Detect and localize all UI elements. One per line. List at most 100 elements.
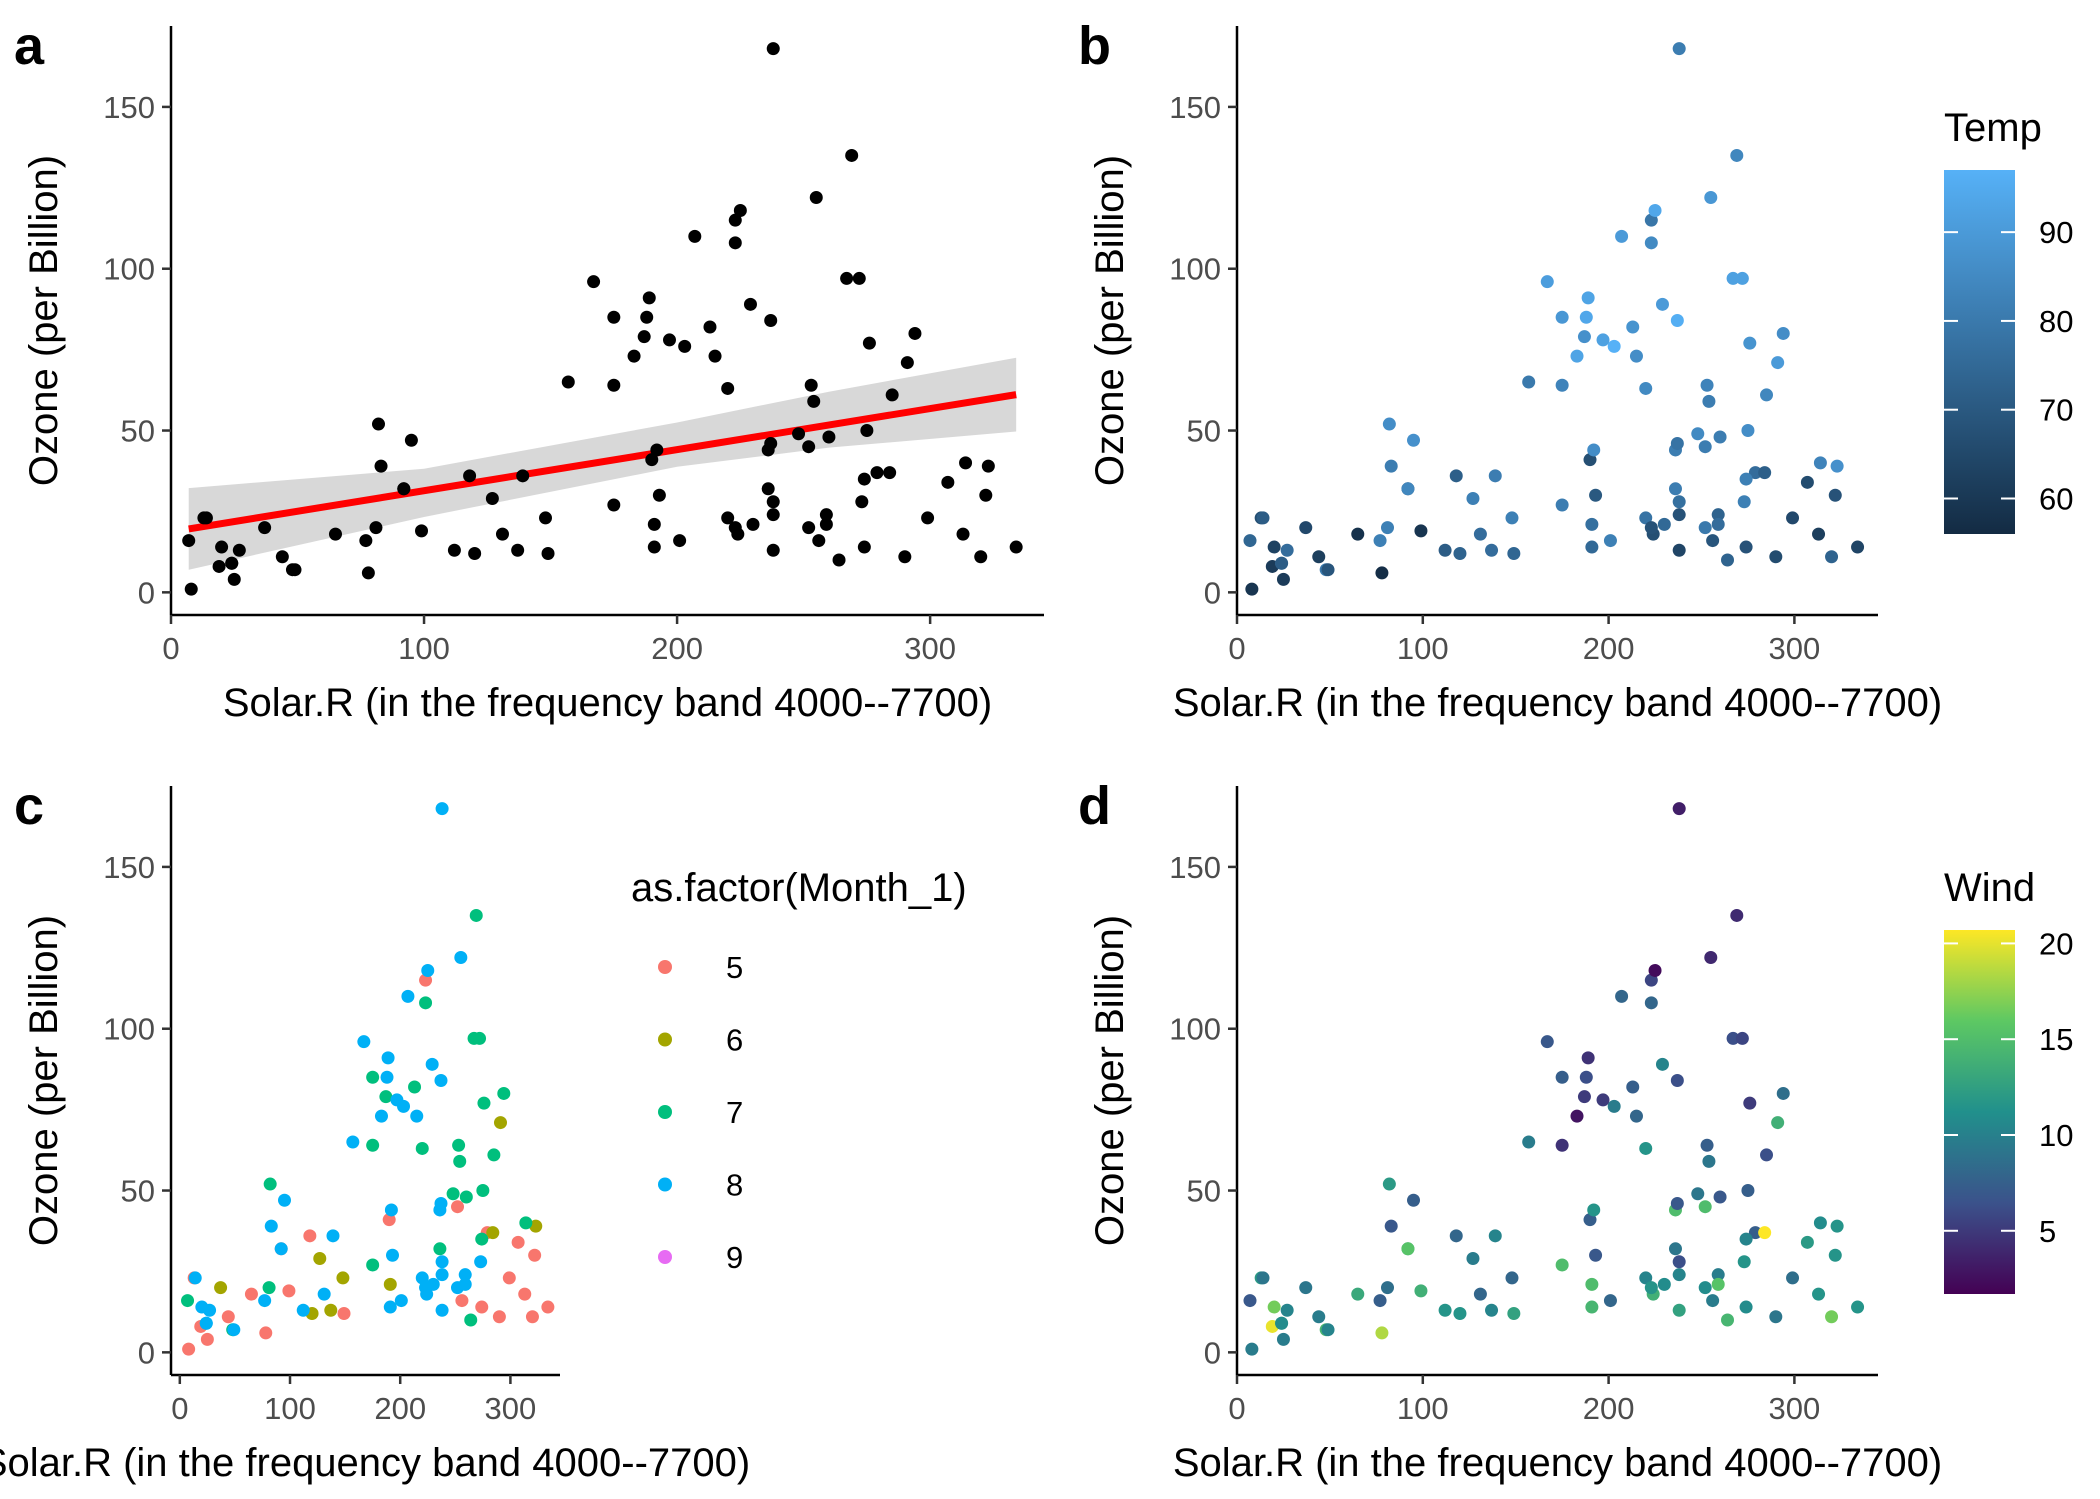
y-tick-label: 150 [103,850,155,885]
data-point [1585,1277,1599,1291]
data-point [502,1271,516,1285]
data-point [264,1219,278,1233]
data-point [477,1096,491,1110]
data-point [1706,1294,1720,1308]
data-point [419,996,433,1010]
data-point [812,534,826,548]
data-point [1382,1177,1396,1191]
x-tick-label: 300 [904,631,956,666]
data-point [1644,996,1658,1010]
data-point [458,1268,472,1282]
data-point [1672,543,1686,557]
data-point [832,553,846,567]
data-point [195,1300,209,1314]
data-point [1485,1303,1499,1317]
y-tick-label: 100 [1169,252,1221,287]
data-point [852,271,866,285]
data-point [1275,556,1289,570]
data-point [1401,1242,1415,1256]
month-legend-title: as.factor(Month_1) [631,866,967,910]
data-point [1828,488,1842,502]
data-point [1312,550,1326,564]
panel-a-tag: a [14,16,45,76]
panel-a-points [182,42,1023,596]
data-point [1505,1271,1519,1285]
data-point [1851,540,1865,554]
data-point [743,297,757,311]
data-point [1739,472,1753,486]
data-point [1691,427,1705,441]
panel-b-axes: 0 50 100 150 0 100 200 300 [1169,26,1878,666]
data-point [1626,320,1640,334]
panel-d-y-axis-title: Ozone (per Billion) [1088,915,1132,1246]
colorbar-tick-label: 70 [2039,393,2073,428]
legend-key [658,1032,672,1047]
regression-line [188,391,1017,533]
data-point [642,291,656,305]
data-point [802,440,816,454]
data-point [384,1203,398,1217]
panel-d: d 0 50 100 150 0 100 200 300 Solar.R (in the fr… [1078,776,2073,1485]
panel-c-points [181,802,555,1356]
data-point [766,543,780,557]
data-point [381,1051,395,1065]
data-point [184,582,198,596]
data-point [650,443,664,457]
data-point [607,498,621,512]
data-point [728,521,742,535]
data-point [1321,1323,1335,1337]
data-point [446,1187,460,1201]
data-point [1438,1303,1452,1317]
data-point [1760,388,1774,402]
data-point [492,1310,506,1324]
data-point [463,469,477,483]
data-point [1776,1086,1790,1100]
data-point [258,1294,272,1308]
data-point [1579,310,1593,324]
data-point [1615,229,1629,243]
x-tick-label: 200 [651,631,703,666]
data-point [1407,433,1421,447]
data-point [1414,524,1428,538]
data-point [1743,1096,1757,1110]
panel-c: c 0 50 100 150 0 100 200 300 Solar.R (in the fr… [0,776,967,1485]
data-point [1579,1070,1593,1084]
data-point [361,566,375,580]
data-point [1702,394,1716,408]
data-point [390,1093,404,1107]
data-point [1741,424,1755,438]
data-point [1786,1271,1800,1285]
data-point [1726,1031,1740,1045]
panel-d-x-axis-title: Solar.R (in the frequency band 4000--770… [1173,1441,1942,1485]
data-point [1626,1080,1640,1094]
data-point [1375,1326,1389,1340]
data-point [454,951,468,965]
data-point [1825,1310,1839,1324]
data-point [359,534,373,548]
legend-label: 7 [726,1095,743,1130]
data-point [1786,511,1800,525]
data-point [474,1255,488,1269]
data-point [1748,1226,1762,1240]
data-point [1657,517,1671,531]
y-tick-label: 0 [138,1335,155,1370]
data-point [516,469,530,483]
data-point [1813,456,1827,470]
data-point [182,534,196,548]
data-point [1373,534,1387,548]
data-point [1276,572,1290,586]
data-point [1275,1316,1289,1330]
data-point [1312,1310,1326,1324]
data-point [708,349,722,363]
data-point [959,456,973,470]
data-point [383,1300,397,1314]
data-point [822,430,836,444]
data-point [640,310,654,324]
data-point [761,482,775,496]
data-point [1691,1187,1705,1201]
data-point [1672,495,1686,509]
data-point [497,1086,511,1100]
data-point [900,356,914,370]
data-point [366,1138,380,1152]
